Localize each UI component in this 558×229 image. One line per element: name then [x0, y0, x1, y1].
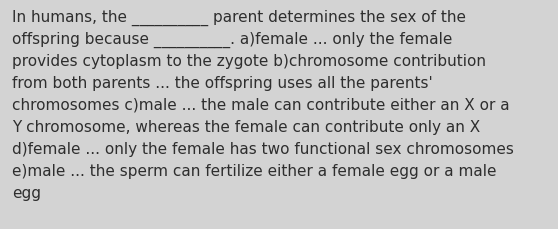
Text: d)female ... only the female has two functional sex chromosomes: d)female ... only the female has two fun… [12, 141, 514, 156]
Text: Y chromosome, whereas the female can contribute only an X: Y chromosome, whereas the female can con… [12, 120, 480, 134]
Text: e)male ... the sperm can fertilize either a female egg or a male: e)male ... the sperm can fertilize eithe… [12, 163, 497, 178]
Text: In humans, the __________ parent determines the sex of the: In humans, the __________ parent determi… [12, 10, 466, 26]
Text: chromosomes c)male ... the male can contribute either an X or a: chromosomes c)male ... the male can cont… [12, 98, 509, 112]
Text: offspring because __________. a)female ... only the female: offspring because __________. a)female .… [12, 32, 453, 48]
Text: from both parents ... the offspring uses all the parents': from both parents ... the offspring uses… [12, 76, 433, 91]
Text: egg: egg [12, 185, 41, 200]
Text: provides cytoplasm to the zygote b)chromosome contribution: provides cytoplasm to the zygote b)chrom… [12, 54, 486, 69]
